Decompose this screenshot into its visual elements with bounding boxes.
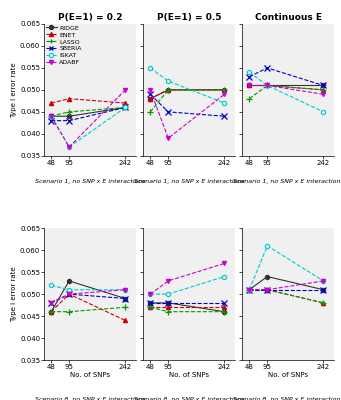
Legend: RIDGE, ENET, LASSO, SBERIA, iSKAT, ADABF: RIDGE, ENET, LASSO, SBERIA, iSKAT, ADABF	[46, 25, 82, 65]
X-axis label: No. of SNPs: No. of SNPs	[169, 372, 209, 378]
Y-axis label: Type I error rate: Type I error rate	[11, 62, 17, 118]
Text: Scenario 8, no SNP x E interactions: Scenario 8, no SNP x E interactions	[134, 397, 244, 400]
Text: Scenario 1, no SNP x E interactions: Scenario 1, no SNP x E interactions	[233, 180, 341, 184]
Title: Continuous E: Continuous E	[255, 13, 322, 22]
Title: P(E=1) = 0.2: P(E=1) = 0.2	[58, 13, 122, 22]
X-axis label: No. of SNPs: No. of SNPs	[268, 372, 308, 378]
Text: Scenario 1, no SNP x E interactions: Scenario 1, no SNP x E interactions	[35, 180, 146, 184]
Text: Scenario 8, no SNP x E interactions: Scenario 8, no SNP x E interactions	[233, 397, 341, 400]
Text: Scenario 1, no SNP x E interactions: Scenario 1, no SNP x E interactions	[134, 180, 244, 184]
Title: P(E=1) = 0.5: P(E=1) = 0.5	[157, 13, 222, 22]
Text: Scenario 8, no SNP x E interactions: Scenario 8, no SNP x E interactions	[35, 397, 146, 400]
X-axis label: No. of SNPs: No. of SNPs	[70, 372, 110, 378]
Y-axis label: Type I error rate: Type I error rate	[11, 266, 17, 322]
